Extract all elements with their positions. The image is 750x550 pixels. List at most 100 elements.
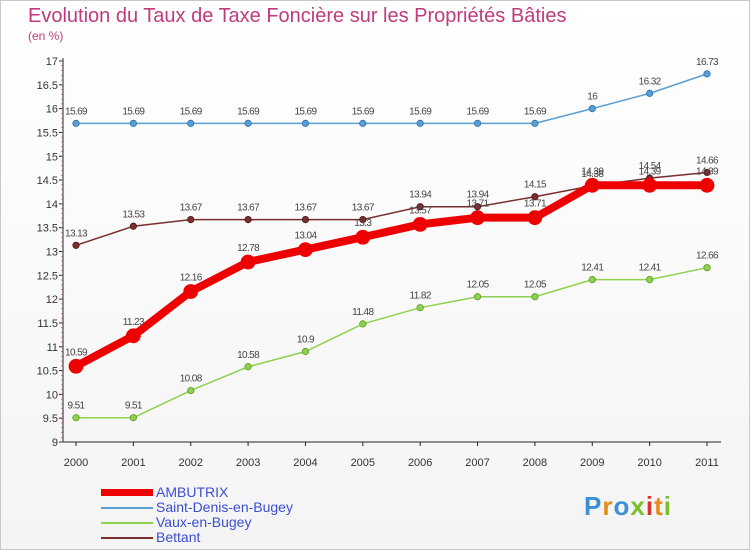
data-point — [183, 284, 199, 299]
legend-label: Vaux-en-Bugey — [156, 514, 252, 530]
data-label: 13.71 — [524, 199, 547, 210]
x-tick-label: 2007 — [465, 457, 489, 469]
chart-title: Evolution du Taux de Taxe Foncière sur l… — [28, 5, 567, 27]
data-point — [416, 304, 424, 312]
series-line — [76, 73, 708, 125]
proxiti-logo: Proxiti — [584, 491, 672, 522]
data-label: 14.39 — [581, 166, 604, 177]
data-point — [527, 210, 543, 226]
data-label: 10.58 — [237, 350, 260, 361]
data-label: 11.82 — [410, 291, 432, 302]
logo-letter: P — [584, 491, 603, 521]
data-point — [531, 193, 539, 201]
data-label: 15.69 — [237, 106, 260, 117]
data-label: 12.05 — [467, 280, 490, 291]
data-label: 16.73 — [696, 57, 719, 68]
data-label: 13.94 — [409, 190, 432, 201]
legend-label: Bettant — [156, 529, 201, 545]
x-tick-label: 2002 — [178, 457, 202, 469]
y-tick-label: 11.5 — [37, 318, 58, 330]
data-label: 15.69 — [122, 106, 145, 117]
data-label: 12.66 — [696, 251, 719, 262]
data-label: 10.59 — [65, 347, 88, 358]
data-point — [703, 168, 711, 177]
y-tick-label: 10 — [46, 389, 58, 401]
logo-letter: i — [663, 491, 672, 521]
data-point — [129, 222, 137, 230]
chart-subtitle: (en %) — [28, 29, 64, 43]
y-tick-label: 14 — [46, 199, 58, 211]
data-label: 11.23 — [123, 317, 145, 328]
data-point — [703, 70, 711, 78]
data-point — [187, 215, 195, 224]
data-label: 13.57 — [409, 205, 432, 216]
data-label: 15.69 — [467, 106, 490, 117]
x-tick-label: 2004 — [293, 457, 317, 469]
data-point — [244, 119, 252, 127]
data-label: 16.32 — [639, 76, 662, 87]
data-point — [646, 89, 654, 97]
data-label: 13.67 — [237, 203, 260, 214]
data-point — [355, 229, 371, 245]
data-label: 13.67 — [180, 203, 203, 214]
series-line — [74, 181, 707, 370]
data-label: 12.41 — [581, 263, 604, 274]
y-tick-label: 13 — [46, 247, 58, 259]
data-point — [301, 119, 310, 127]
logo-letter: r — [602, 491, 614, 521]
data-point — [244, 363, 252, 371]
x-tick-label: 2005 — [351, 457, 375, 469]
data-point — [187, 119, 195, 127]
logo-letter: t — [654, 491, 664, 521]
data-label: 13.04 — [294, 231, 317, 242]
data-point — [531, 119, 539, 127]
data-label: 15.69 — [65, 106, 88, 117]
data-point — [416, 203, 424, 211]
y-tick-label: 15 — [46, 151, 58, 163]
data-label: 15.69 — [524, 106, 547, 117]
data-point — [301, 215, 310, 224]
data-label: 12.16 — [180, 273, 203, 284]
y-tick-label: 17 — [46, 56, 58, 68]
logo-letter: i — [645, 491, 655, 521]
series-line — [76, 266, 708, 419]
data-label: 16 — [587, 92, 598, 103]
y-tick-label: 11 — [47, 342, 58, 354]
data-point — [68, 358, 84, 374]
legend-swatch — [101, 507, 153, 509]
data-point — [301, 347, 310, 356]
data-point — [359, 215, 367, 224]
data-point — [129, 119, 137, 127]
data-label: 13.71 — [467, 199, 490, 210]
data-point — [298, 242, 313, 257]
legend-swatch — [101, 537, 153, 539]
data-point — [72, 119, 80, 127]
legend-label: AMBUTRIX — [156, 484, 229, 500]
data-label: 12.05 — [524, 280, 547, 291]
data-label: 13.67 — [352, 203, 375, 214]
data-label: 14.15 — [524, 180, 547, 191]
y-tick-label: 9.5 — [43, 413, 58, 425]
y-tick-label: 12 — [46, 294, 58, 306]
y-tick-label: 16.5 — [37, 80, 58, 92]
series-layer — [68, 70, 715, 422]
data-point — [125, 328, 141, 344]
data-label: 10.9 — [297, 335, 315, 346]
x-tick-label: 2010 — [637, 457, 661, 469]
data-point — [416, 119, 424, 127]
data-point — [703, 264, 711, 272]
data-label: 15.69 — [180, 106, 203, 117]
x-tick-label: 2000 — [64, 457, 88, 469]
y-tick-label: 13.5 — [37, 223, 58, 235]
data-point — [699, 177, 715, 193]
y-tick-label: 16 — [46, 104, 58, 116]
data-label: 13.67 — [294, 203, 317, 214]
data-label: 13.53 — [122, 209, 145, 220]
data-point — [72, 241, 80, 249]
y-tick-label: 14.5 — [37, 175, 58, 187]
x-tick-label: 2008 — [523, 457, 547, 469]
data-point — [412, 216, 428, 232]
y-tick-label: 15.5 — [37, 127, 58, 139]
